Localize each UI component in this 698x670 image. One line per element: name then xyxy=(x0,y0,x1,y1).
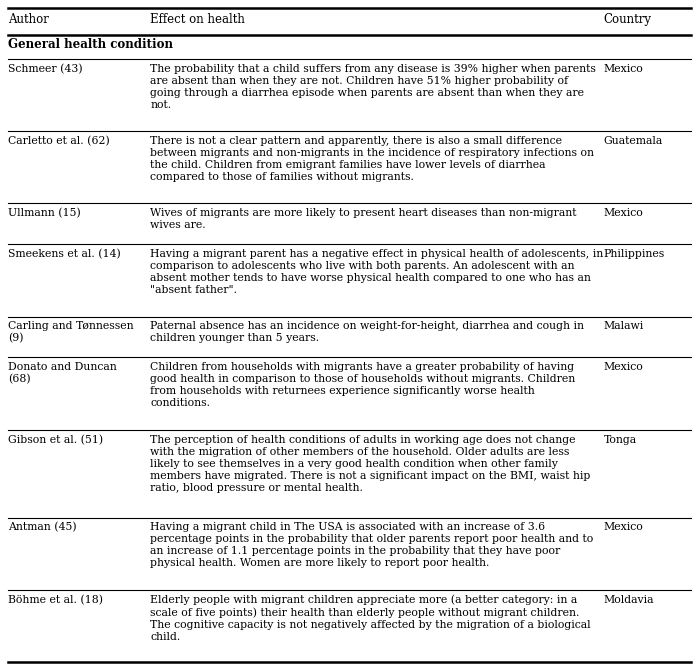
Text: There is not a clear pattern and apparently, there is also a small difference
be: There is not a clear pattern and apparen… xyxy=(150,136,594,182)
Text: Philippines: Philippines xyxy=(604,249,665,259)
Text: General health condition: General health condition xyxy=(8,38,173,51)
Text: Mexico: Mexico xyxy=(604,208,644,218)
Text: Carling and Tønnessen
(9): Carling and Tønnessen (9) xyxy=(8,322,134,344)
Text: Donato and Duncan
(68): Donato and Duncan (68) xyxy=(8,362,117,385)
Text: Paternal absence has an incidence on weight-for-height, diarrhea and cough in
ch: Paternal absence has an incidence on wei… xyxy=(150,322,584,343)
Text: The probability that a child suffers from any disease is 39% higher when parents: The probability that a child suffers fro… xyxy=(150,64,596,110)
Text: Carletto et al. (62): Carletto et al. (62) xyxy=(8,136,110,146)
Text: Tonga: Tonga xyxy=(604,435,637,444)
Text: Guatemala: Guatemala xyxy=(604,136,663,146)
Text: Böhme et al. (18): Böhme et al. (18) xyxy=(8,594,103,605)
Text: Malawi: Malawi xyxy=(604,322,644,332)
Text: Moldavia: Moldavia xyxy=(604,594,654,604)
Text: Ullmann (15): Ullmann (15) xyxy=(8,208,81,218)
Text: Gibson et al. (51): Gibson et al. (51) xyxy=(8,435,103,445)
Text: The perception of health conditions of adults in working age does not change
wit: The perception of health conditions of a… xyxy=(150,435,591,492)
Text: Smeekens et al. (14): Smeekens et al. (14) xyxy=(8,249,121,259)
Text: Mexico: Mexico xyxy=(604,64,644,74)
Text: Author: Author xyxy=(8,13,50,26)
Text: Elderly people with migrant children appreciate more (a better category: in a
sc: Elderly people with migrant children app… xyxy=(150,594,591,642)
Text: Mexico: Mexico xyxy=(604,362,644,373)
Text: Effect on health: Effect on health xyxy=(150,13,245,26)
Text: Having a migrant child in The USA is associated with an increase of 3.6
percenta: Having a migrant child in The USA is ass… xyxy=(150,523,593,568)
Text: Mexico: Mexico xyxy=(604,523,644,533)
Text: Country: Country xyxy=(604,13,652,26)
Text: Having a migrant parent has a negative effect in physical health of adolescents,: Having a migrant parent has a negative e… xyxy=(150,249,603,295)
Text: Schmeer (43): Schmeer (43) xyxy=(8,64,83,74)
Text: Antman (45): Antman (45) xyxy=(8,523,77,533)
Text: Children from households with migrants have a greater probability of having
good: Children from households with migrants h… xyxy=(150,362,575,408)
Text: Wives of migrants are more likely to present heart diseases than non-migrant
wiv: Wives of migrants are more likely to pre… xyxy=(150,208,577,230)
